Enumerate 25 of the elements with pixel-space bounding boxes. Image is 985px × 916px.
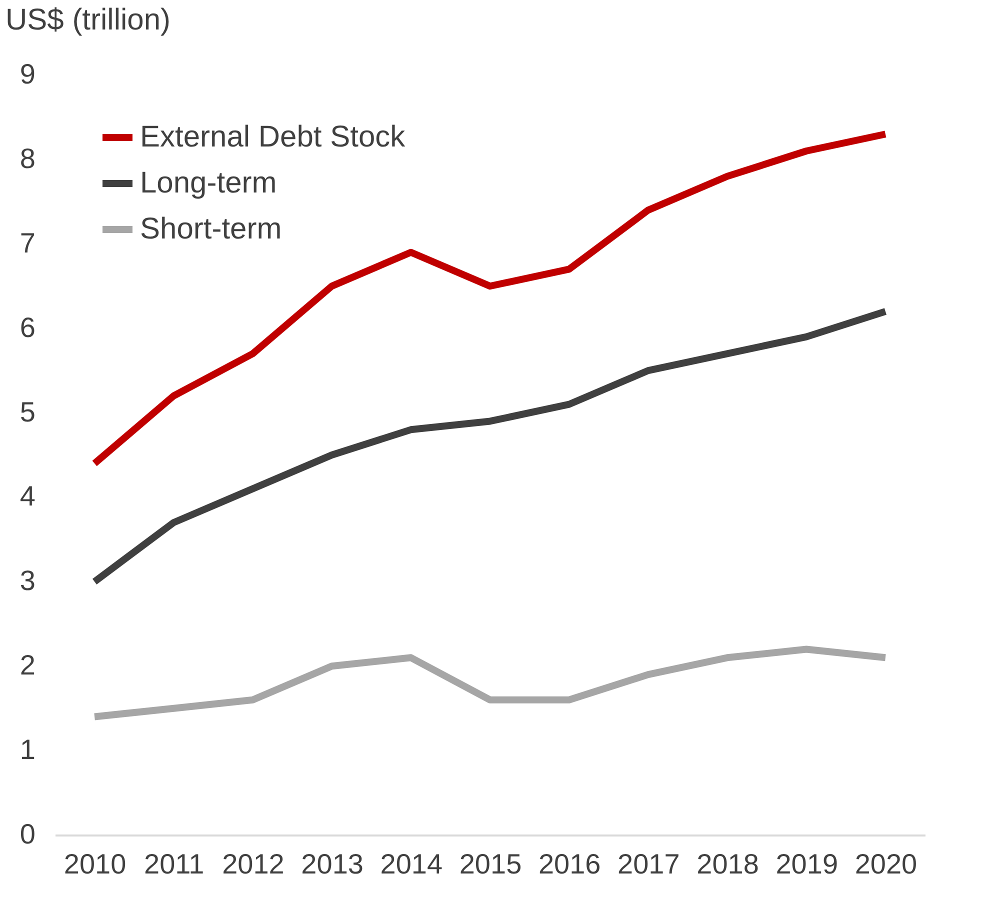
y-tick-label: 4 bbox=[20, 480, 36, 512]
x-tick-label: 2014 bbox=[380, 848, 443, 880]
legend-label: Long-term bbox=[140, 166, 277, 200]
x-tick-label: 2016 bbox=[538, 848, 601, 880]
y-tick-label: 8 bbox=[20, 142, 36, 174]
x-tick-label: 2010 bbox=[64, 848, 126, 880]
x-tick-label: 2013 bbox=[301, 848, 364, 880]
x-tick-label: 2017 bbox=[618, 848, 680, 880]
x-tick-label: 2020 bbox=[854, 848, 918, 880]
y-tick-label: 9 bbox=[20, 58, 36, 90]
y-tick-label: 5 bbox=[20, 396, 36, 428]
legend-label: Short-term bbox=[140, 212, 282, 246]
y-tick-label: 6 bbox=[20, 312, 36, 343]
y-tick-label: 7 bbox=[20, 227, 36, 258]
x-tick-label: 2012 bbox=[222, 848, 284, 880]
y-tick-label: 3 bbox=[20, 565, 36, 596]
legend-label: External Debt Stock bbox=[140, 120, 406, 154]
x-tick-label: 2019 bbox=[776, 848, 838, 880]
y-axis-title: US$ (trillion) bbox=[6, 4, 171, 36]
x-tick-label: 2015 bbox=[459, 848, 522, 880]
y-tick-label: 1 bbox=[20, 734, 36, 766]
x-tick-label: 2011 bbox=[144, 848, 204, 880]
y-tick-label: 2 bbox=[20, 650, 36, 681]
x-tick-label: 2018 bbox=[696, 848, 759, 880]
y-tick-label: 0 bbox=[20, 818, 36, 850]
